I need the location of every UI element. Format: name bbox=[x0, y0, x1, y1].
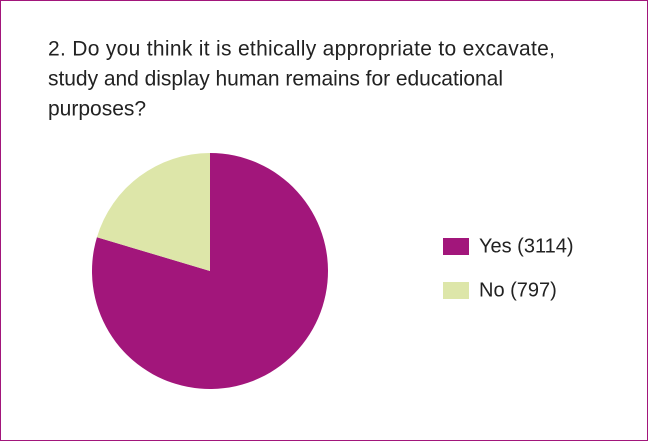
legend-swatch bbox=[443, 238, 469, 255]
pie-slice bbox=[96, 153, 210, 271]
chart-title: study and display human remains for educ… bbox=[48, 68, 503, 91]
chart-title: purposes? bbox=[48, 98, 146, 121]
chart-title: 2. Do you think it is ethically appropri… bbox=[48, 38, 555, 61]
legend-swatch bbox=[443, 282, 469, 299]
legend-label: No (797) bbox=[479, 279, 557, 301]
legend-label: Yes (3114) bbox=[479, 235, 574, 257]
